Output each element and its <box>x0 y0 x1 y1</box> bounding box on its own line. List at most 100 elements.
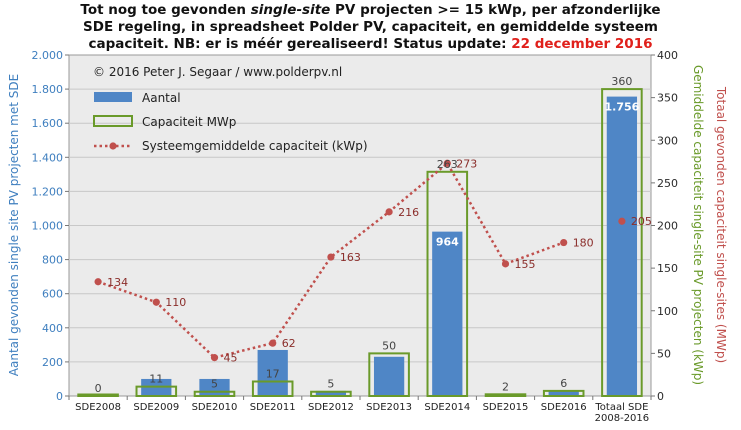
bar-aantal <box>432 231 463 396</box>
bar-capaciteit <box>601 88 643 397</box>
grid <box>69 88 651 363</box>
label-gemiddelde: 155 <box>515 258 536 271</box>
bar-capaciteit <box>77 393 119 397</box>
label-gemiddelde: 110 <box>165 296 186 309</box>
label-capaciteit: 50 <box>382 339 396 352</box>
point-gemiddelde <box>560 238 568 247</box>
y-right-tick-label: 250 <box>657 177 678 190</box>
y-left-tick-label: 2.000 <box>32 49 64 62</box>
bars <box>141 96 638 397</box>
bar-capaciteit <box>251 380 294 398</box>
x-tick-label: SDE2009 <box>133 402 179 413</box>
legend-swatch-aantal <box>94 92 132 102</box>
label-gemiddelde: 134 <box>107 276 128 289</box>
line-gemiddelde <box>97 161 565 360</box>
point-gemiddelde <box>210 354 219 362</box>
legend-label-capaciteit: Capaciteit MWp <box>142 115 236 129</box>
title-line3: capaciteit. NB: er is méér gerealiseerd!… <box>88 36 512 52</box>
legend-label-aantal: Aantal <box>142 91 181 105</box>
label-capaciteit: 11 <box>149 373 163 386</box>
bar-capaciteit <box>484 393 527 398</box>
bar-aantal <box>606 96 638 397</box>
title-line1-em: single-site <box>250 2 331 18</box>
bar-capaciteit <box>426 170 469 397</box>
point-gemiddelde <box>269 339 277 347</box>
point-gemiddelde <box>152 298 160 306</box>
label-gemiddelde: 180 <box>573 237 594 250</box>
y-left-tick-label: 1.000 <box>32 220 64 233</box>
axes: 02004006008001.0001.2001.4001.6001.8002.… <box>32 49 679 424</box>
point-gemiddelde <box>501 260 510 268</box>
point-gemiddelde <box>385 208 393 216</box>
y-right-tick-label: 50 <box>657 347 671 360</box>
label-capaciteit: 6 <box>560 377 567 390</box>
y-left-tick-label: 1.600 <box>32 117 64 130</box>
y-axis-right-inner-label: Gemiddelde capaciteit single-site PV pro… <box>691 65 705 385</box>
bar-aantal <box>315 390 347 396</box>
average-line <box>94 159 626 362</box>
y-right-tick-label: 100 <box>657 305 678 318</box>
point-gemiddelde <box>618 217 626 225</box>
bar-capaciteit <box>310 390 352 397</box>
x-tick-label: Totaal SDE <box>594 402 648 413</box>
label-gemiddelde: 163 <box>340 251 361 264</box>
y-right-tick-label: 350 <box>657 92 678 105</box>
label-gemiddelde: 62 <box>282 337 296 350</box>
y-right-tick-label: 150 <box>657 262 678 275</box>
x-tick-label: SDE2011 <box>250 402 296 413</box>
y-axis-left-label: Aantal gevonden single site PV projecten… <box>7 74 21 376</box>
y-left-tick-label: 0 <box>56 390 63 403</box>
y-left-tick-label: 400 <box>42 322 63 335</box>
copyright-text: © 2016 Peter J. Segaar / www.polderpv.nl <box>93 65 342 79</box>
bar-capaciteit <box>135 385 178 397</box>
y-right-tick-label: 300 <box>657 134 678 147</box>
point-gemiddelde <box>443 159 451 167</box>
bar-aantal <box>373 356 405 396</box>
x-tick-label: SDE2013 <box>366 402 412 413</box>
x-tick-label: 2008-2016 <box>595 413 650 424</box>
x-tick-label: SDE2014 <box>424 402 470 413</box>
capacity-bars <box>77 88 643 398</box>
bar-aantal <box>257 349 288 396</box>
chart-title: Tot nog toe gevonden single-site PV proj… <box>0 2 741 53</box>
y-left-tick-label: 800 <box>42 254 63 267</box>
point-gemiddelde <box>327 253 335 261</box>
x-tick-label: SDE2015 <box>483 402 529 413</box>
y-right-tick-label: 0 <box>657 390 664 403</box>
label-gemiddelde: 273 <box>456 157 477 170</box>
y-left-tick-label: 600 <box>42 288 63 301</box>
x-tick-label: SDE2016 <box>541 402 587 413</box>
y-left-tick-label: 1.200 <box>32 185 64 198</box>
y-left-tick-label: 1.800 <box>32 83 64 96</box>
title-line1-b: PV projecten >= 15 kWp, per afzonderlijk… <box>330 2 661 18</box>
legend: © 2016 Peter J. Segaar / www.polderpv.nl… <box>93 65 368 153</box>
legend-label-gemiddelde: Systeemgemiddelde capaciteit (kWp) <box>142 139 368 153</box>
bar-capaciteit <box>368 352 410 397</box>
label-capaciteit: 2 <box>502 380 509 393</box>
title-line2: SDE regeling, in spreadsheet Polder PV, … <box>83 19 658 35</box>
label-capaciteit: 17 <box>266 368 280 381</box>
point-gemiddelde <box>94 278 102 286</box>
y-left-tick-label: 200 <box>42 356 63 369</box>
x-tick-label: SDE2012 <box>308 402 354 413</box>
label-capaciteit: 5 <box>211 378 218 391</box>
title-date: 22 december 2016 <box>511 36 653 52</box>
legend-swatch-capaciteit <box>93 115 133 127</box>
x-tick-label: SDE2010 <box>192 402 238 413</box>
label-capaciteit: 0 <box>95 382 102 395</box>
y-axis-right-outer-label: Totaal gevonden capaciteit single-sites … <box>714 86 728 363</box>
title-line1-a: Tot nog toe gevonden <box>80 2 251 18</box>
label-aantal: 1.756 <box>605 101 640 114</box>
label-capaciteit: 360 <box>611 75 632 88</box>
bar-capaciteit <box>542 389 585 398</box>
label-aantal: 964 <box>436 236 459 249</box>
y-left-tick-label: 1.400 <box>32 151 64 164</box>
legend-swatch-gemiddelde-dot <box>109 142 117 150</box>
x-tick-label: SDE2008 <box>75 402 121 413</box>
data-labels: 0 11 5 17 5 50 263 2 6 360 964 1.756 134 110 45 62 163 21… <box>95 75 652 395</box>
label-capaciteit: 263 <box>437 158 458 171</box>
label-gemiddelde: 45 <box>224 352 238 365</box>
label-gemiddelde: 216 <box>398 206 419 219</box>
bar-aantal <box>548 390 579 396</box>
